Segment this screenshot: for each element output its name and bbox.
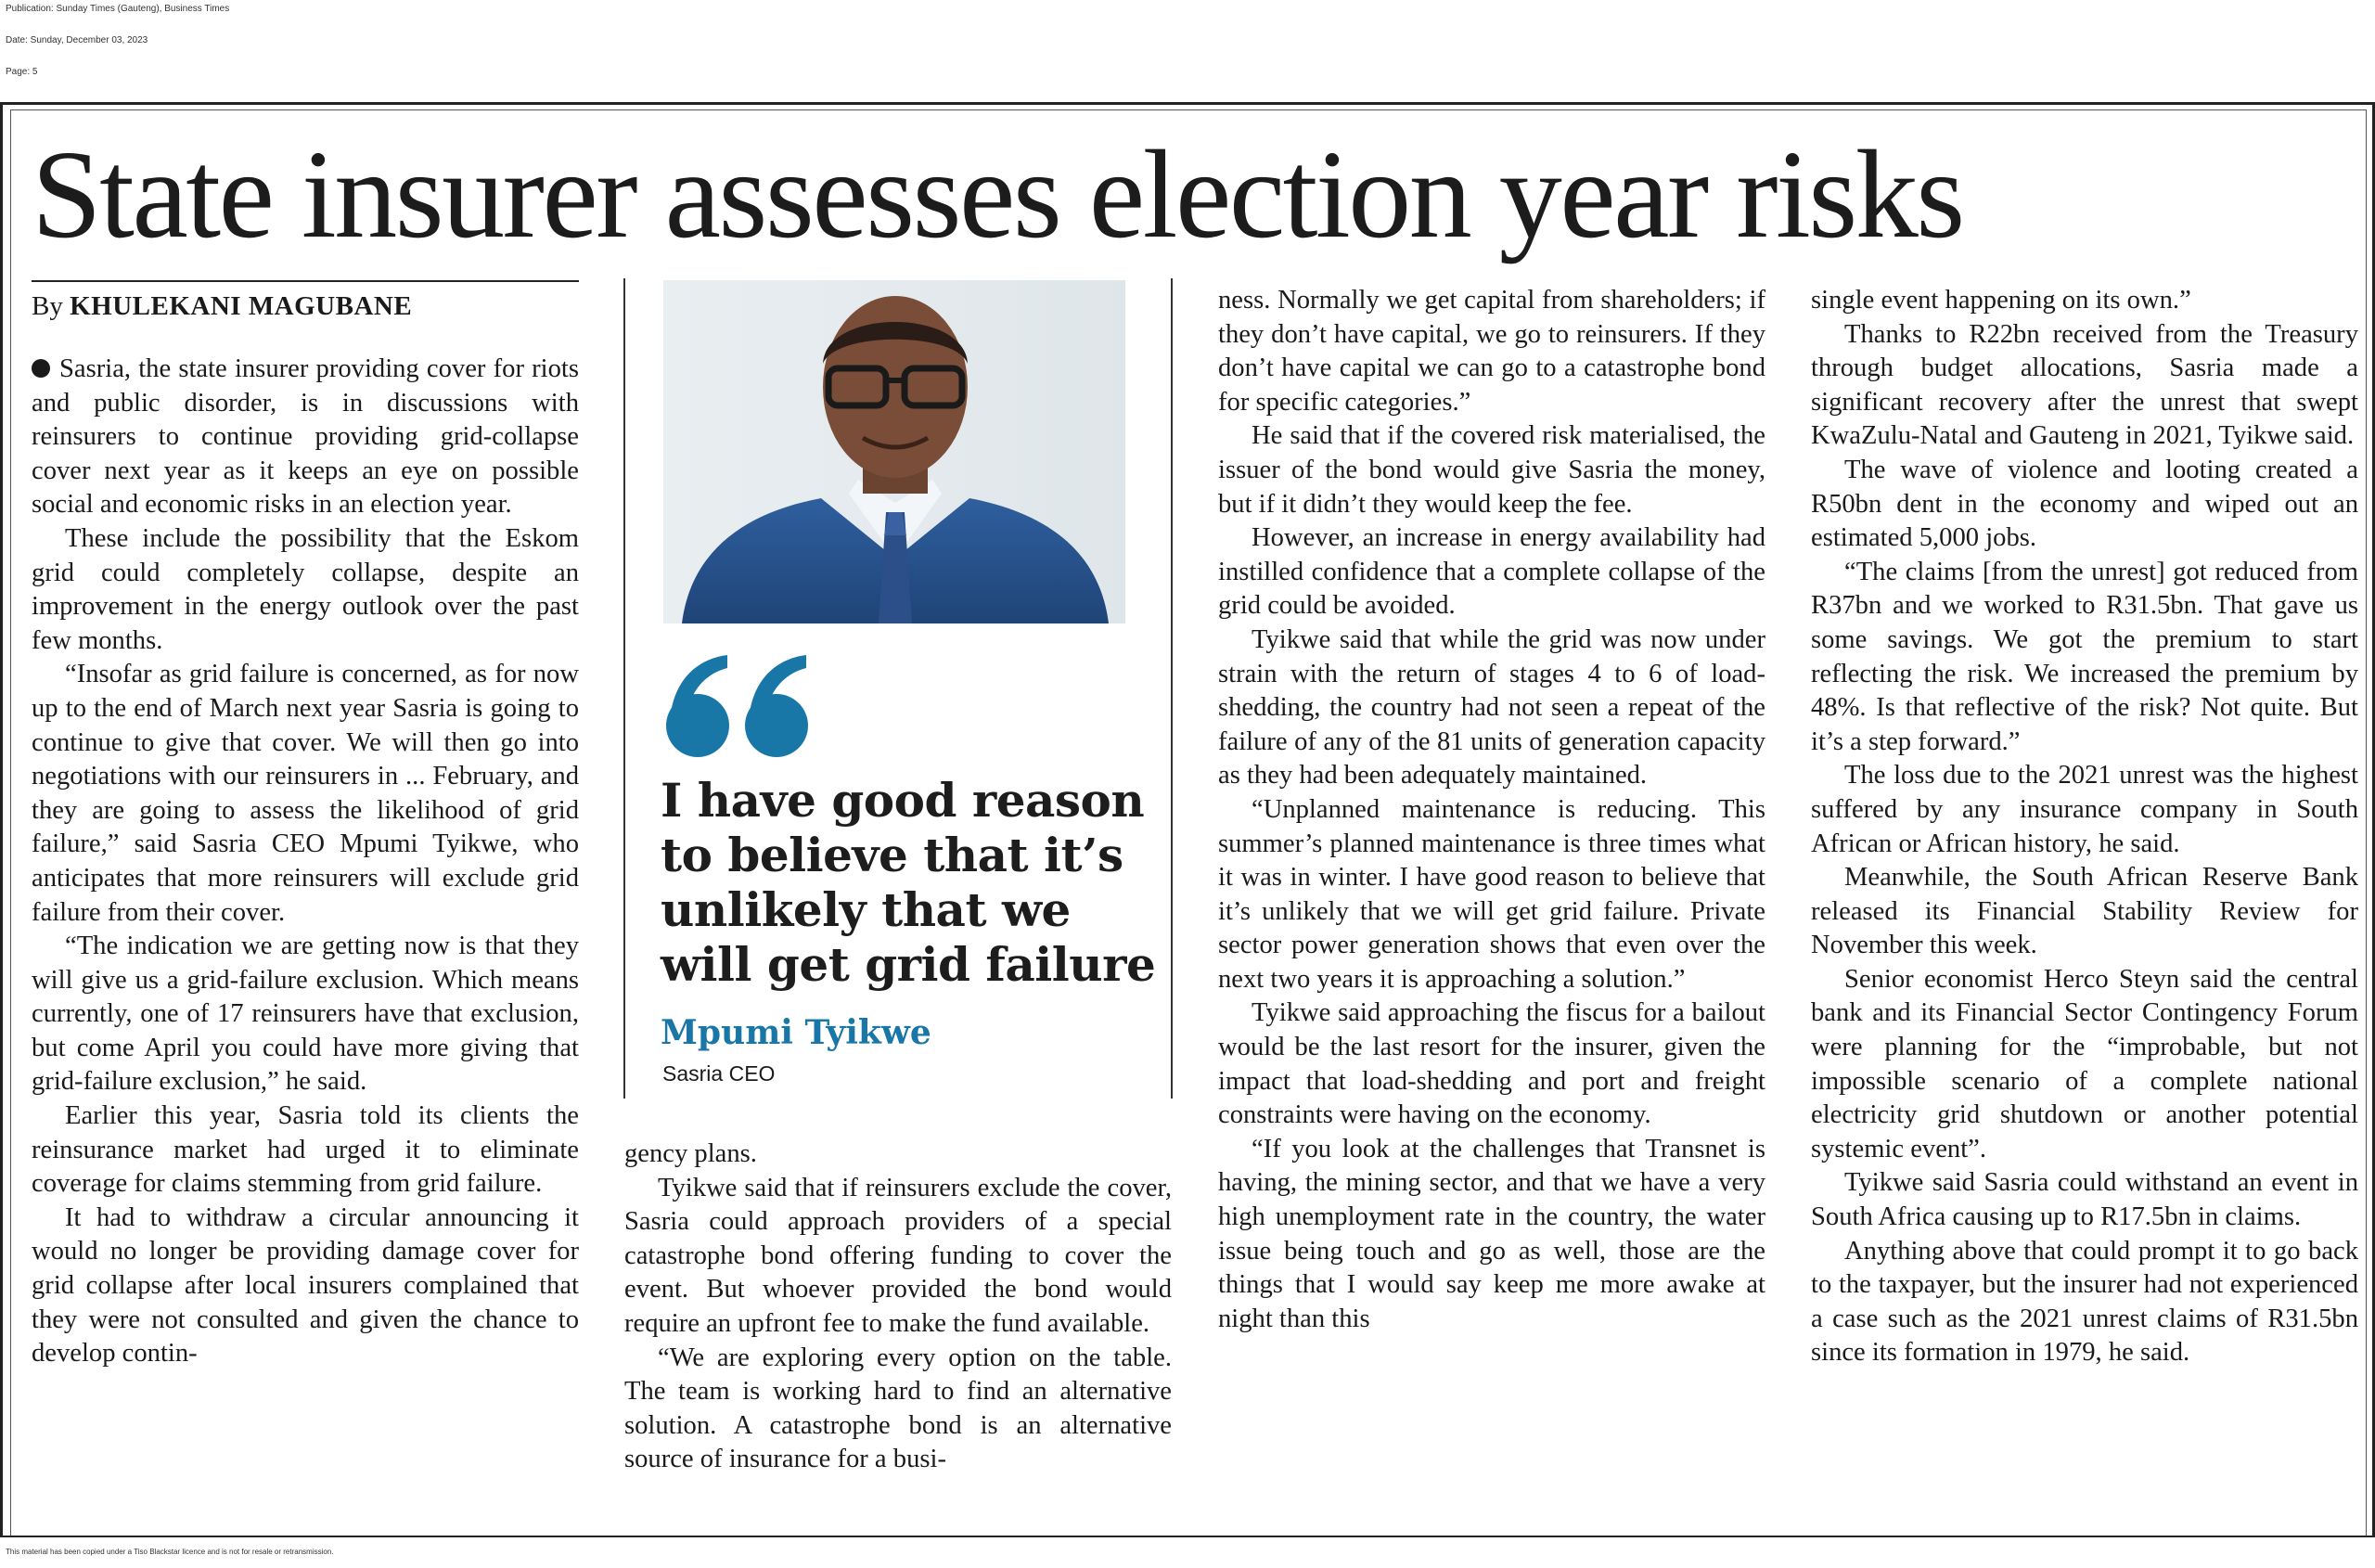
paragraph: Tyikwe said that if reinsurers exclude t… (624, 1173, 1172, 1338)
paragraph: It had to withdraw a circular announcing… (32, 1202, 579, 1369)
paragraph: He said that if the covered risk materia… (1218, 421, 1765, 519)
column-2: gency plans. Tyikwe said that if reinsur… (624, 1137, 1172, 1527)
column-divider (1171, 278, 1173, 1099)
paragraph: Tyikwe said approaching the fiscus for a… (1218, 998, 1765, 1130)
paragraph: ness. Normally we get capital from share… (1218, 286, 1765, 417)
paragraph: gency plans. (624, 1139, 757, 1168)
article-inner-frame (10, 109, 2367, 1536)
paragraph: “The indication we are getting now is th… (32, 932, 579, 1097)
paragraph: However, an increase in energy availabil… (1218, 523, 1765, 621)
publication-meta: Publication: Sunday Times (Gauteng), Bus… (6, 4, 230, 14)
paragraph: “We are exploring every option on the ta… (624, 1343, 1172, 1474)
paragraph: Senior economist Herco Steyn said the ce… (1811, 964, 2358, 1163)
portrait-illustration (663, 280, 1125, 623)
paragraph: Earlier this year, Sasria told its clien… (32, 1101, 579, 1199)
column-4: single event happening on its own.” Than… (1811, 284, 2358, 1527)
article-frame (0, 102, 2375, 1537)
pull-quote-text: I have good reason to believe that it’s … (661, 773, 1156, 992)
byline-rule (32, 280, 579, 282)
licence-note: This material has been copied under a Ti… (6, 1548, 334, 1556)
paragraph: single event happening on its own.” (1811, 286, 2191, 315)
paragraph: Sasria, the state insurer providing cove… (32, 353, 579, 522)
paragraph: Anything above that could prompt it to g… (1811, 1236, 2358, 1368)
paragraph: Meanwhile, the South African Reserve Ban… (1811, 863, 2358, 960)
paragraph: The wave of violence and looting created… (1811, 455, 2358, 553)
portrait-photo (663, 280, 1125, 623)
pull-quote-name: Mpumi Tyikwe (661, 1013, 931, 1052)
column-divider (623, 278, 625, 1099)
paragraph: Tyikwe said that while the grid was now … (1218, 624, 1765, 790)
paragraph: “Insofar as grid failure is concerned, a… (32, 660, 579, 927)
date-meta: Date: Sunday, December 03, 2023 (6, 35, 148, 45)
column-3: ness. Normally we get capital from share… (1218, 284, 1765, 1527)
paragraph: “If you look at the challenges that Tran… (1218, 1134, 1765, 1333)
column-1: Sasria, the state insurer providing cove… (32, 353, 579, 1568)
paragraph: Thanks to R22bn received from the Treasu… (1811, 319, 2358, 451)
paragraph: “Unplanned maintenance is reducing. This… (1218, 794, 1765, 994)
byline-author: KHULEKANI MAGUBANE (70, 291, 413, 321)
paragraph-text: Sasria, the state insurer providing cove… (32, 354, 579, 520)
quote-mark-icon (666, 655, 808, 757)
paragraph: Tyikwe said Sasria could withstand an ev… (1811, 1168, 2358, 1232)
byline: By KHULEKANI MAGUBANE (32, 288, 579, 325)
headline: State insurer assesses election year ris… (32, 125, 1965, 264)
bullet-icon (32, 359, 50, 378)
paragraph: The loss due to the 2021 unrest was the … (1811, 761, 2358, 858)
paragraph: “The claims [from the unrest] got reduce… (1811, 557, 2358, 756)
page-meta: Page: 5 (6, 67, 38, 77)
pull-quote-role: Sasria CEO (662, 1061, 776, 1086)
paragraph: These include the possibility that the E… (32, 523, 579, 655)
byline-prefix: By (32, 291, 71, 321)
